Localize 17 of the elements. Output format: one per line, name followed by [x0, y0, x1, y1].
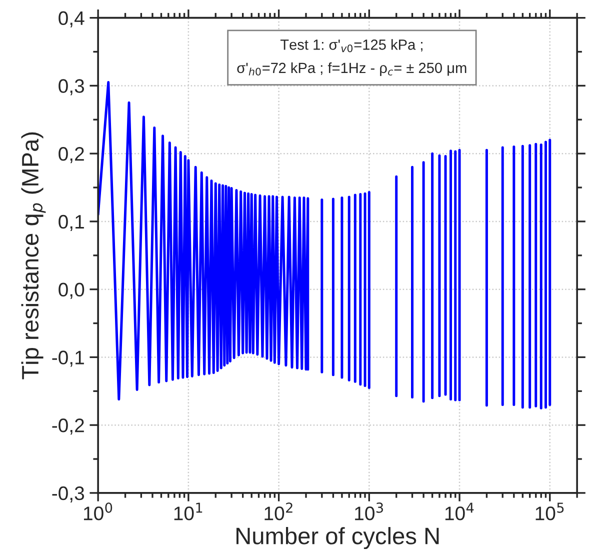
y-tick-label: 0,1	[58, 214, 84, 231]
y-tick-label: -0,2	[52, 418, 84, 435]
y-tick-label: 0,4	[58, 11, 84, 28]
text: Test 1: σ'$_{v0}$=125 kPa ; σ'$_{h0}$=72 kPa ; f=1Hz - ρ$_{c}$= ± 250 μm	[237, 39, 466, 76]
x-axis-title: Number of cycles N	[236, 527, 439, 550]
x-tick-label: 10$^{0}$	[84, 502, 112, 520]
y-tick-label: 0,3	[58, 79, 84, 96]
x-tick-label: 10$^{1}$	[174, 502, 202, 520]
x-tick-label: 10$^{3}$	[355, 502, 383, 520]
x-tick-label: 10$^{5}$	[536, 502, 564, 520]
y-tick-label: 0,2	[58, 147, 84, 164]
x-tick-label: 10$^{2}$	[264, 502, 292, 520]
y-tick-label: 0,0	[58, 282, 84, 299]
y-axis-title: Tip resistance q$_{p}$ (MPa)	[21, 132, 46, 380]
x-tick-label: 10$^{4}$	[445, 502, 474, 520]
y-tick-label: -0,1	[52, 350, 84, 367]
y-tick-label: -0,3	[52, 486, 84, 502]
